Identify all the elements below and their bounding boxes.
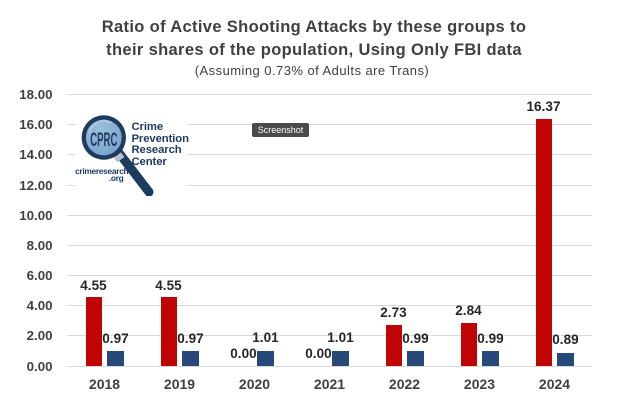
svg-text:CPRC: CPRC [90, 130, 117, 152]
